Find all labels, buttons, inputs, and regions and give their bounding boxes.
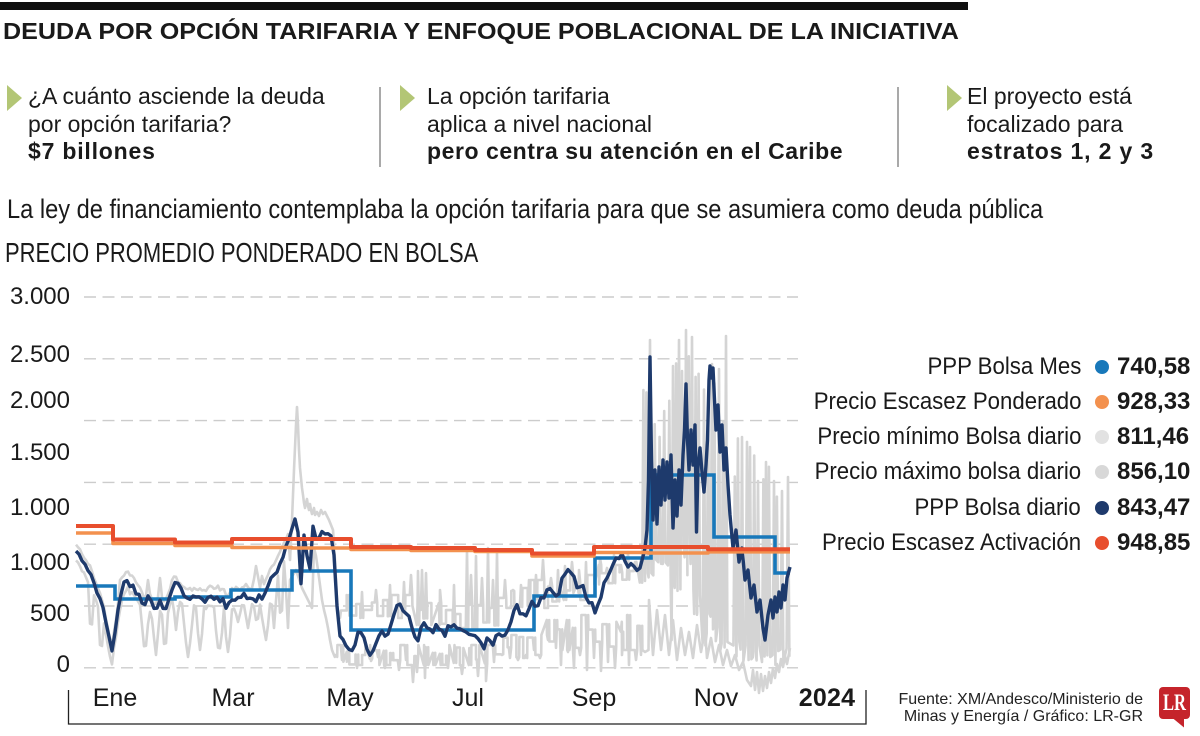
svg-text:LR: LR — [1163, 690, 1186, 715]
